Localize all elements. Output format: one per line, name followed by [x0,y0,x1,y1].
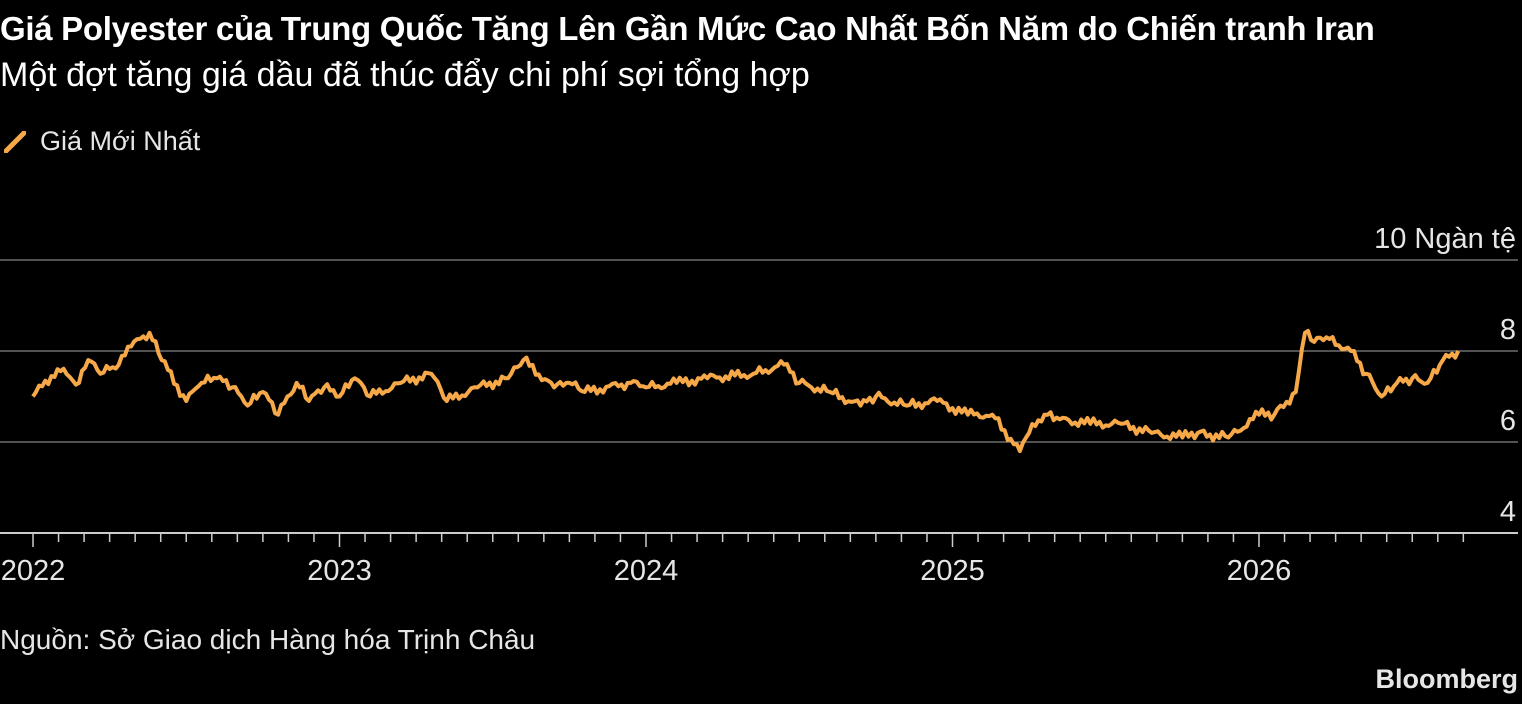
y-tick-label-8: 8 [1500,314,1516,346]
y-tick-label-6: 6 [1500,405,1516,437]
x-tick-label-2022: 2022 [1,555,66,587]
y-axis: 10 Ngàn tệ 4 6 8 [1374,223,1516,528]
legend-label: Giá Mới Nhất [40,126,201,156]
grid-lines [0,259,1518,443]
y-unit-label: 10 Ngàn tệ [1374,223,1516,255]
bloomberg-logo: Bloomberg [1375,664,1518,694]
source-note: Nguồn: Sở Giao dịch Hàng hóa Trịnh Châu [0,624,536,655]
legend: Giá Mới Nhất [4,126,200,157]
x-axis: 2022 2023 2024 2025 2026 [0,532,1518,587]
x-tick-label-2026: 2026 [1227,555,1292,587]
series-layer [31,328,1461,454]
x-tick-label-2025: 2025 [920,555,985,587]
y-tick-label-4: 4 [1500,496,1516,528]
series-line-gia-moi-nhat [31,328,1461,454]
x-tick-label-2024: 2024 [614,555,679,587]
x-tick-label-2023: 2023 [307,555,372,587]
chart-subtitle: Một đợt tăng giá dầu đã thúc đẩy chi phí… [0,56,810,94]
legend-line-icon [4,130,26,153]
chart-title: Giá Polyester của Trung Quốc Tăng Lên Gầ… [0,10,1375,47]
